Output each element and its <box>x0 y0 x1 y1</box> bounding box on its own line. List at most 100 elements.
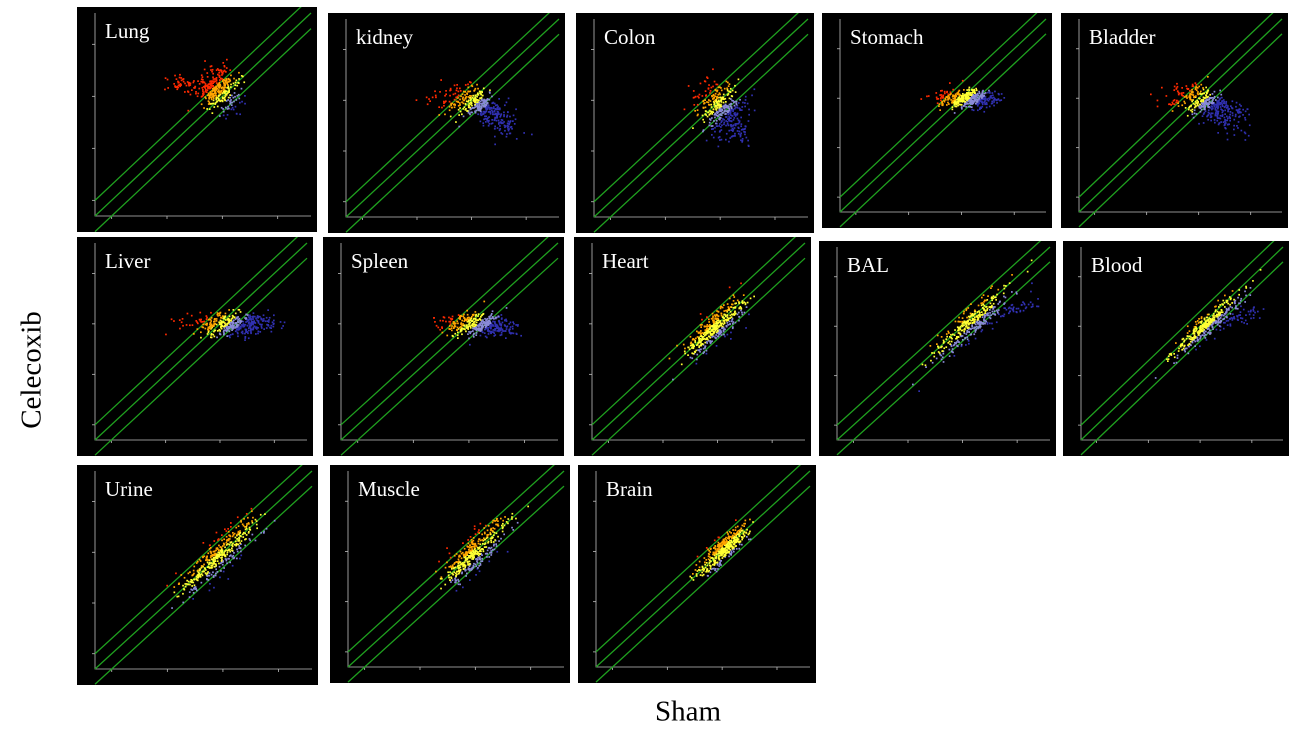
data-point <box>1199 104 1201 106</box>
data-point <box>982 90 984 92</box>
data-point <box>501 317 503 319</box>
data-point <box>1001 93 1003 95</box>
data-point <box>738 316 740 318</box>
data-point <box>950 93 952 95</box>
data-point <box>194 584 196 586</box>
data-point <box>282 325 284 327</box>
data-point <box>461 320 463 322</box>
data-point <box>215 575 217 577</box>
data-point <box>229 97 231 99</box>
data-point <box>444 114 446 116</box>
data-point <box>187 81 189 83</box>
data-point <box>723 314 725 316</box>
data-point <box>177 81 179 83</box>
data-point <box>1189 95 1191 97</box>
data-point <box>506 102 508 104</box>
data-point <box>480 335 482 337</box>
data-point <box>683 344 685 346</box>
data-point <box>202 81 204 83</box>
data-point <box>473 100 475 102</box>
data-point <box>1218 322 1220 324</box>
data-point <box>1243 309 1245 311</box>
data-point <box>719 139 721 141</box>
data-point <box>228 531 230 533</box>
data-point <box>738 301 740 303</box>
data-point <box>218 95 220 97</box>
data-point <box>189 324 191 326</box>
data-point <box>1198 318 1200 320</box>
data-point <box>233 83 235 85</box>
data-point <box>738 312 740 314</box>
data-point <box>737 107 739 109</box>
data-point <box>461 113 463 115</box>
data-point <box>977 93 979 95</box>
data-point <box>234 533 236 535</box>
data-point <box>1252 309 1254 311</box>
data-point <box>495 108 497 110</box>
data-point <box>740 139 742 141</box>
data-point <box>213 100 215 102</box>
data-point <box>477 562 479 564</box>
data-point <box>1205 331 1207 333</box>
data-point <box>740 283 742 285</box>
data-point <box>1205 94 1207 96</box>
data-point <box>448 317 450 319</box>
data-point <box>202 76 204 78</box>
data-point <box>228 534 230 536</box>
data-point <box>948 332 950 334</box>
data-point <box>1238 294 1240 296</box>
data-point <box>252 316 254 318</box>
data-point <box>245 529 247 531</box>
data-point <box>949 343 951 345</box>
data-point <box>991 101 993 103</box>
data-point <box>448 328 450 330</box>
data-point <box>681 364 683 366</box>
data-point <box>1253 306 1255 308</box>
data-point <box>1233 299 1235 301</box>
data-point <box>479 318 481 320</box>
data-point <box>1249 294 1251 296</box>
data-point <box>507 128 509 130</box>
data-point <box>234 96 236 98</box>
data-point <box>213 551 215 553</box>
data-point <box>235 106 237 108</box>
data-point <box>1200 337 1202 339</box>
data-point <box>1237 112 1239 114</box>
data-point <box>937 102 939 104</box>
data-point <box>1228 320 1230 322</box>
data-point <box>696 331 698 333</box>
data-point <box>205 328 207 330</box>
data-point <box>1198 97 1200 99</box>
diagonal-line <box>95 29 311 232</box>
data-point <box>182 585 184 587</box>
data-point <box>993 308 995 310</box>
data-point <box>494 136 496 138</box>
data-point <box>184 577 186 579</box>
data-point <box>1238 314 1240 316</box>
data-point <box>232 555 234 557</box>
data-point <box>707 112 709 114</box>
data-point <box>238 324 240 326</box>
data-point <box>206 318 208 320</box>
data-point <box>1225 122 1227 124</box>
data-point <box>456 590 458 592</box>
data-point <box>252 522 254 524</box>
data-point <box>1214 119 1216 121</box>
data-point <box>1031 306 1033 308</box>
data-point <box>248 319 250 321</box>
data-point <box>204 60 206 62</box>
data-point <box>469 91 471 93</box>
data-point <box>266 324 268 326</box>
data-point <box>1005 297 1007 299</box>
data-point <box>978 91 980 93</box>
data-point <box>704 99 706 101</box>
data-point <box>1217 97 1219 99</box>
data-point <box>244 103 246 105</box>
data-point <box>726 133 728 135</box>
data-point <box>206 315 208 317</box>
data-point <box>467 328 469 330</box>
data-point <box>455 579 457 581</box>
data-point <box>219 315 221 317</box>
data-point <box>235 313 237 315</box>
data-point <box>513 333 515 335</box>
